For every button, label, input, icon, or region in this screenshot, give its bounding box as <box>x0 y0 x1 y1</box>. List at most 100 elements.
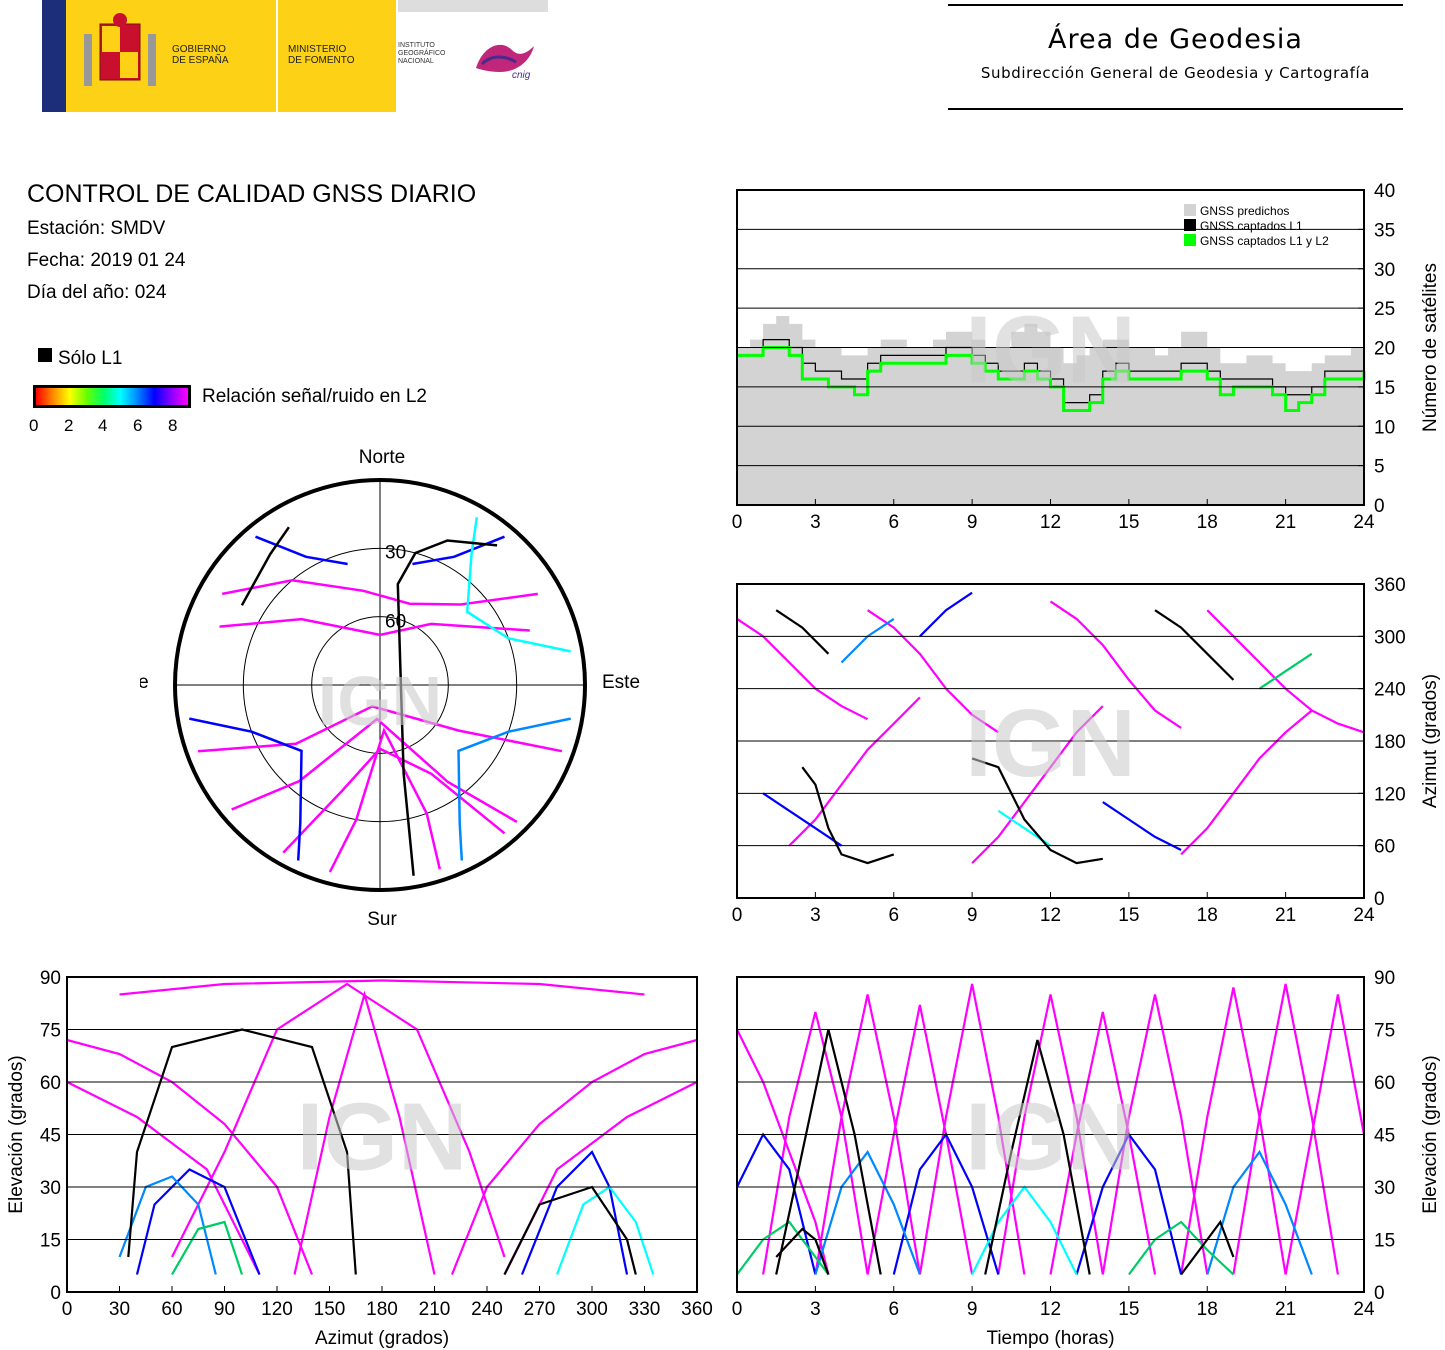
y-tick-label: 35 <box>1374 220 1395 241</box>
data-track <box>1284 994 1366 1275</box>
y-tick-label: 120 <box>1374 784 1406 805</box>
elevation-azimuth-chart: IGN 0 30 60 90 120 150 180 210 240 270 300 330 360 0 15… <box>6 968 713 1349</box>
y-axis-label: Azimut (grados) <box>1420 674 1441 808</box>
x-tick-label: 15 <box>1118 512 1139 533</box>
snr-colorbar <box>33 385 191 408</box>
data-track <box>762 792 843 847</box>
x-tick-label: 21 <box>1275 1299 1296 1320</box>
legend-swatch <box>1184 204 1196 216</box>
eu-stripe <box>42 0 66 112</box>
y-tick-label: 90 <box>40 968 61 989</box>
data-track <box>775 609 830 655</box>
east-label: Este <box>602 672 640 693</box>
ring-label: 60 <box>385 612 406 633</box>
ministerio-panel <box>278 0 396 112</box>
data-track <box>171 982 506 1258</box>
data-track <box>1049 1011 1157 1275</box>
gobierno-label: GOBIERNO DE ESPAÑA <box>172 44 229 66</box>
data-track <box>971 705 1104 864</box>
snr-tick: 2 <box>64 416 74 435</box>
data-track <box>971 757 1103 865</box>
snr-tick: 6 <box>133 416 143 435</box>
y-tick-label: 5 <box>1374 457 1385 478</box>
y-tick-label: 45 <box>1374 1126 1395 1147</box>
y-axis-label: Número de satélites <box>1420 263 1441 432</box>
data-track <box>135 1168 261 1275</box>
x-tick-label: 0 <box>732 1299 743 1320</box>
sky-track <box>396 539 498 876</box>
y-tick-label: 240 <box>1374 680 1406 701</box>
x-tick-label: 18 <box>1197 905 1218 926</box>
cnig-mark: cnig <box>512 70 531 81</box>
data-track <box>788 696 921 847</box>
ign-top-bar <box>398 0 548 12</box>
sky-track <box>255 535 348 566</box>
government-logo-block: GOBIERNO DE ESPAÑA MINISTERIO DE FOMENTO I… <box>42 0 548 112</box>
data-track <box>814 994 921 1275</box>
data-track <box>736 1132 817 1275</box>
x-tick-label: 150 <box>314 1299 346 1320</box>
skyplot-chart: 30 60 IGN Norte Sur Este Oeste <box>140 447 640 930</box>
data-track <box>450 1038 698 1275</box>
x-tick-label: 30 <box>109 1299 130 1320</box>
l1-only-swatch <box>38 348 52 362</box>
west-label: Oeste <box>140 672 149 693</box>
data-track <box>1128 1220 1235 1276</box>
x-tick-label: 15 <box>1118 905 1139 926</box>
x-tick-label: 21 <box>1275 512 1296 533</box>
y-tick-label: 45 <box>40 1126 61 1147</box>
snr-tick: 8 <box>168 416 178 435</box>
header-top-rule <box>948 4 1403 6</box>
x-tick-label: 240 <box>471 1299 503 1320</box>
y-tick-label: 60 <box>1374 1073 1395 1094</box>
snr-tick: 0 <box>29 416 39 435</box>
data-track <box>1206 1149 1313 1275</box>
y-tick-label: 30 <box>1374 260 1395 281</box>
x-axis-label: Azimut (grados) <box>315 1328 449 1349</box>
x-tick-label: 3 <box>810 905 821 926</box>
sky-track <box>457 717 571 861</box>
y-tick-label: 15 <box>1374 378 1395 399</box>
x-tick-label: 24 <box>1353 1299 1375 1320</box>
sky-track <box>328 727 442 873</box>
data-track <box>520 1150 629 1275</box>
data-track <box>984 1039 1091 1275</box>
x-tick-label: 18 <box>1197 512 1218 533</box>
data-track <box>1102 801 1182 851</box>
x-tick-label: 12 <box>1040 1299 1061 1320</box>
l1-only-label: Sólo L1 <box>58 348 123 369</box>
ign-watermark: IGN <box>318 662 442 740</box>
data-track <box>736 1220 830 1276</box>
snr-label: Relación señal/ruido en L2 <box>202 386 427 407</box>
y-tick-label: 60 <box>40 1073 61 1094</box>
data-track <box>919 591 973 638</box>
data-track <box>866 1004 974 1275</box>
data-track <box>293 990 436 1275</box>
legend-swatch <box>1184 234 1196 246</box>
y-tick-label: 0 <box>1374 889 1385 910</box>
ign-label: INSTITUTO GEOGRÁFICO NACIONAL <box>398 42 446 65</box>
x-tick-label: 21 <box>1275 905 1296 926</box>
x-tick-label: 3 <box>810 512 821 533</box>
x-tick-label: 24 <box>1353 512 1375 533</box>
sky-track <box>219 617 530 637</box>
data-track <box>1154 609 1235 681</box>
x-tick-label: 9 <box>967 1299 978 1320</box>
x-tick-label: 0 <box>732 905 743 926</box>
data-track <box>119 979 645 996</box>
data-track <box>866 609 999 734</box>
x-tick-label: 15 <box>1118 1299 1139 1320</box>
ign-watermark: IGN <box>965 297 1136 404</box>
sky-track <box>231 717 518 823</box>
y-tick-label: 0 <box>50 1283 61 1304</box>
ign-watermark: IGN <box>965 690 1136 797</box>
y-tick-label: 360 <box>1374 575 1406 596</box>
south-label: Sur <box>367 909 397 930</box>
x-tick-label: 6 <box>888 1299 899 1320</box>
sky-track <box>282 747 506 854</box>
x-tick-label: 3 <box>810 1299 821 1320</box>
y-tick-label: 30 <box>40 1178 61 1199</box>
y-tick-label: 300 <box>1374 627 1406 648</box>
